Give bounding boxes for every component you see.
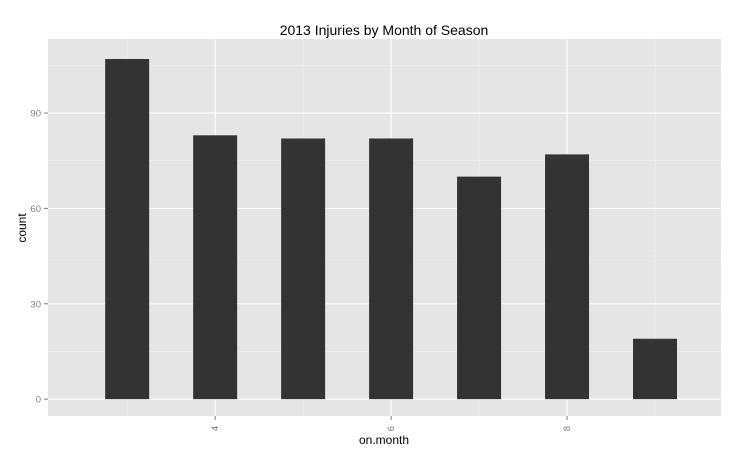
bar-month-6	[369, 138, 414, 400]
x-tick-label: 8	[562, 426, 573, 431]
x-tick-label: 4	[210, 426, 221, 431]
y-tick-label: 30	[30, 299, 41, 310]
bar-month-5	[281, 138, 326, 400]
y-tick-label: 60	[30, 204, 41, 215]
bar-month-7	[457, 176, 502, 400]
bar-month-4	[193, 135, 238, 400]
x-tick-label: 6	[386, 426, 397, 431]
y-tick-label: 90	[30, 109, 41, 120]
x-axis-title: on.month	[359, 433, 409, 447]
bar-month-3	[105, 59, 150, 400]
y-axis-title: count	[15, 213, 29, 243]
chart-title: 2013 Injuries by Month of Season	[280, 22, 489, 38]
bar-month-8	[545, 154, 590, 400]
bar-month-9	[633, 338, 678, 400]
bars-group	[105, 59, 678, 400]
axes-group: 0 30 60 90 4 6 8	[30, 109, 573, 432]
y-tick-label: 0	[36, 395, 41, 406]
